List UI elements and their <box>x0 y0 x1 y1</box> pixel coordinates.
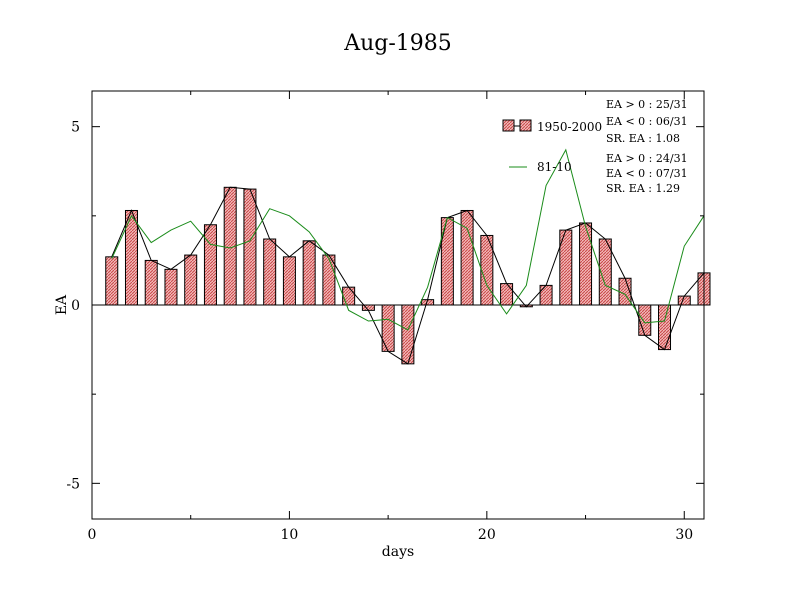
plot-area <box>92 148 711 365</box>
chart-title: Aug-1985 <box>343 31 452 56</box>
bar-day-16 <box>401 304 415 365</box>
bar-day-8 <box>243 188 257 306</box>
stat-2-line-1: EA > 0 : 24/31 <box>606 152 688 165</box>
bar-day-10 <box>282 256 296 306</box>
series-line-81-10 <box>111 148 705 331</box>
y-tick-label: 5 <box>71 120 80 136</box>
x-tick-label: 30 <box>675 527 693 543</box>
legend-swatch-bar-right <box>519 119 532 132</box>
y-tick-label: -5 <box>66 476 80 492</box>
y-axis-label: EA <box>54 294 70 315</box>
bar-day-11 <box>302 240 316 306</box>
bar-day-1 <box>105 256 119 306</box>
stat-1-line-3: SR. EA : 1.08 <box>606 132 680 145</box>
bar-day-6 <box>203 224 217 306</box>
bar-day-21 <box>500 283 514 306</box>
legend-label-series-1: 1950-2000 <box>537 120 602 134</box>
stat-1-line-1: EA > 0 : 25/31 <box>606 98 688 111</box>
x-axis-label: days <box>382 544 414 560</box>
y-tick-label: 0 <box>71 298 80 314</box>
axes: 0 10 20 30 -5 0 5 <box>66 91 704 543</box>
bar-day-25 <box>579 222 593 306</box>
bar-day-23 <box>539 284 553 306</box>
legend-label-series-2: 81-10 <box>537 160 572 174</box>
bar-day-19 <box>460 209 474 306</box>
stat-2-line-3: SR. EA : 1.29 <box>606 182 680 195</box>
bar-day-5 <box>184 254 198 306</box>
bar-day-4 <box>164 268 178 306</box>
bar-day-29 <box>658 304 672 351</box>
bar-day-15 <box>381 304 395 352</box>
x-tick-label: 0 <box>88 527 97 543</box>
x-tick-label: 20 <box>478 527 496 543</box>
stat-1-line-2: EA < 0 : 06/31 <box>606 115 688 128</box>
bar-day-9 <box>263 238 277 306</box>
bar-day-3 <box>144 259 158 306</box>
stat-2-line-2: EA < 0 : 07/31 <box>606 167 688 180</box>
bar-day-28 <box>638 304 652 336</box>
series-line-1950-2000 <box>111 186 705 365</box>
legend: 1950-2000 81-10 EA > 0 : 25/31 EA < 0 : … <box>502 98 688 195</box>
legend-swatch-bar-left <box>502 119 515 132</box>
bar-day-13 <box>342 286 356 306</box>
x-tick-label: 10 <box>281 527 299 543</box>
